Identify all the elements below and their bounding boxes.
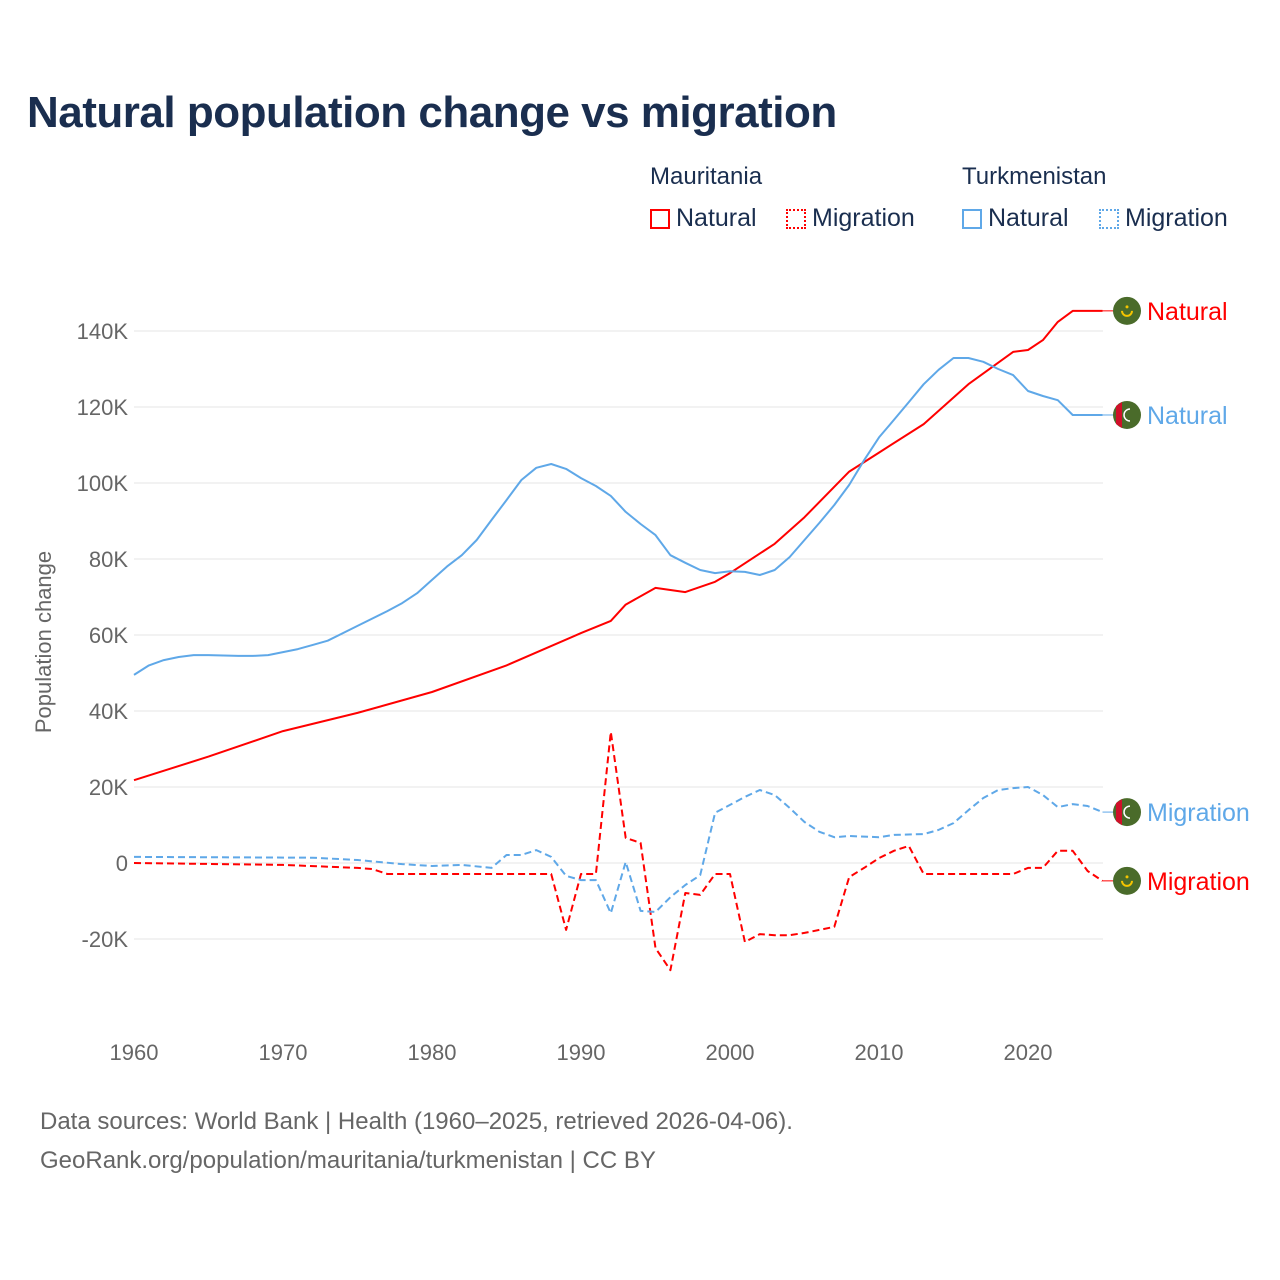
x-tick-label: 2020 bbox=[1004, 1040, 1053, 1065]
x-tick-label: 1980 bbox=[408, 1040, 457, 1065]
end-label: Natural bbox=[1147, 298, 1228, 326]
y-tick-label: 40K bbox=[89, 699, 128, 724]
chart-title: Natural population change vs migration bbox=[27, 88, 837, 137]
y-tick-label: 0 bbox=[116, 851, 128, 876]
y-tick-label: 120K bbox=[77, 395, 129, 420]
series-line-mauritania-migration bbox=[133, 730, 1104, 972]
legend-swatch-solid-blue bbox=[962, 208, 982, 229]
y-tick-label: 60K bbox=[89, 623, 128, 648]
x-tick-label: 1990 bbox=[557, 1040, 606, 1065]
star-icon bbox=[1125, 875, 1129, 879]
legend-label: Migration bbox=[1125, 204, 1228, 232]
crescent-icon bbox=[1123, 805, 1131, 819]
y-tick-label: 140K bbox=[77, 319, 129, 344]
legend-turkmenistan-natural[interactable]: Natural bbox=[962, 204, 1069, 233]
x-tick-label: 1960 bbox=[110, 1040, 159, 1065]
crescent-icon bbox=[1123, 408, 1131, 422]
flag-mauritania-icon bbox=[1113, 866, 1141, 895]
flag-stripe-icon bbox=[1116, 799, 1122, 826]
y-axis-label: Population change bbox=[31, 551, 56, 733]
crescent-icon bbox=[1121, 310, 1133, 317]
legend-label: Natural bbox=[676, 204, 757, 232]
end-label: Migration bbox=[1147, 868, 1250, 896]
series-line-turkmenistan-migration bbox=[133, 786, 1103, 915]
legend-country-turkmenistan: Turkmenistan bbox=[962, 163, 1107, 190]
legend-label: Natural bbox=[988, 204, 1069, 232]
series-line-mauritania-natural bbox=[133, 309, 1103, 782]
footer-link[interactable]: GeoRank.org/population/mauritania/turkme… bbox=[40, 1147, 656, 1174]
y-tick-label: 100K bbox=[77, 471, 129, 496]
legend-mauritania-migration[interactable]: Migration bbox=[786, 204, 915, 233]
legend-turkmenistan-migration[interactable]: Migration bbox=[1099, 204, 1228, 233]
crescent-icon bbox=[1121, 880, 1133, 887]
footer-sources: Data sources: World Bank | Health (1960–… bbox=[40, 1108, 793, 1135]
end-label: Migration bbox=[1147, 799, 1250, 827]
legend-country-mauritania: Mauritania bbox=[650, 163, 763, 190]
flag-stripe-icon bbox=[1116, 401, 1122, 428]
x-tick-label: 2000 bbox=[706, 1040, 755, 1065]
legend-swatch-solid-red bbox=[650, 208, 670, 229]
end-label: Natural bbox=[1147, 402, 1228, 430]
legend-mauritania-natural[interactable]: Natural bbox=[650, 204, 757, 233]
legend-label: Migration bbox=[812, 204, 915, 232]
y-tick-label: 20K bbox=[89, 775, 128, 800]
star-icon bbox=[1125, 305, 1129, 309]
legend-swatch-dotted-red bbox=[786, 208, 806, 229]
flag-mauritania-icon bbox=[1113, 296, 1141, 325]
legend-swatch-dotted-blue bbox=[1099, 208, 1119, 229]
y-tick-label: 80K bbox=[89, 547, 128, 572]
x-tick-label: 1970 bbox=[259, 1040, 308, 1065]
x-tick-label: 2010 bbox=[855, 1040, 904, 1065]
y-tick-label: -20K bbox=[82, 927, 129, 952]
series-line-turkmenistan-natural bbox=[133, 357, 1103, 676]
